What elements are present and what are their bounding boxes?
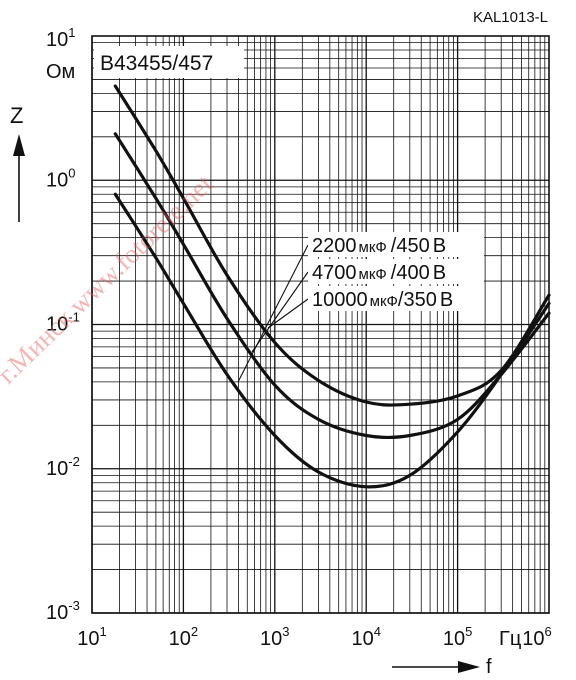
- legend-leader-lines: [237, 244, 309, 383]
- y-unit: Ом: [46, 61, 75, 83]
- title-box: [94, 46, 244, 78]
- y-axis-label: Z: [10, 103, 23, 128]
- watermark-text: г.Минск www.fotorele.net: [0, 168, 219, 389]
- legend-bg: [308, 259, 484, 284]
- x-tick-label: 103: [260, 624, 289, 650]
- plot-frame: [91, 35, 550, 614]
- legend-leader: [251, 271, 309, 353]
- legend-entry: 2200 мкФ/450 В: [312, 235, 446, 257]
- legend-entry: 4700 мкФ/400 В: [312, 262, 446, 284]
- x-axis-arrow: [392, 661, 480, 673]
- y-tick-label: 100: [46, 165, 75, 191]
- tick-labels: 101 102 103 104 105 106 101 100 10-1 10-2 10-3: [46, 25, 552, 650]
- x-unit: Гц: [499, 628, 521, 650]
- legend-entry: 10000 мкФ/350 В: [312, 289, 453, 311]
- chart-title: B43455/457: [100, 52, 213, 75]
- x-tick-label: 104: [351, 624, 380, 650]
- curves: [113, 84, 551, 489]
- x-tick-label: 102: [169, 624, 198, 650]
- legend: 2200 мкФ/450 В 4700 мкФ/400 В 10000 мкФ/350 В: [308, 232, 484, 311]
- grid: [91, 36, 549, 614]
- series-line-3: [113, 192, 551, 489]
- x-tick-label: 101: [77, 624, 106, 650]
- series-line-2: [113, 132, 551, 440]
- legend-leader: [267, 298, 309, 329]
- x-tick-label: 105: [443, 624, 472, 650]
- y-tick-label: 10-1: [46, 310, 80, 336]
- x-axis-label: f: [486, 656, 492, 678]
- y-tick-label: 10-3: [46, 598, 80, 624]
- chart-code: KAL1013-L: [473, 9, 548, 26]
- y-tick-label: 101: [46, 25, 75, 51]
- y-axis-arrow: [13, 134, 25, 222]
- legend-leader: [237, 244, 309, 383]
- legend-bg: [308, 286, 484, 311]
- y-tick-label: 10-2: [46, 454, 80, 480]
- legend-bg: [308, 232, 484, 257]
- series-line-1: [113, 84, 551, 407]
- x-tick-label: 106: [522, 624, 551, 650]
